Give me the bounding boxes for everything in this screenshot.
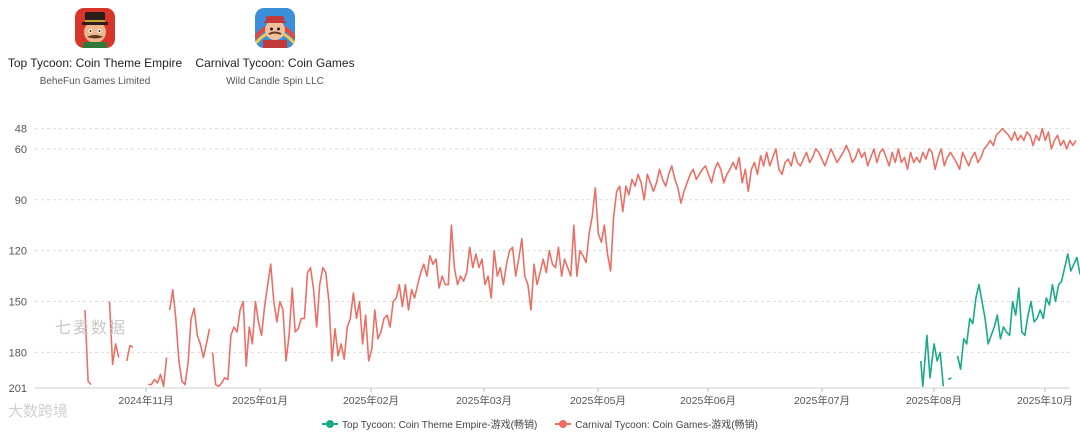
x-tick-label: 2025年01月 [232, 394, 288, 407]
legend-item-top-tycoon[interactable]: Top Tycoon: Coin Theme Empire-游戏(畅销) [322, 416, 537, 431]
app-card-carnival-tycoon[interactable]: Carnival Tycoon: Coin Games Wild Candle … [185, 8, 365, 87]
legend-label: Top Tycoon: Coin Theme Empire-游戏(畅销) [342, 420, 538, 431]
legend-marker-icon [555, 419, 572, 428]
x-tick-label: 2025年03月 [456, 394, 512, 407]
legend-item-carnival-tycoon[interactable]: Carnival Tycoon: Coin Games-游戏(畅销) [555, 416, 758, 431]
series-line-carnival-tycoon [108, 301, 120, 366]
series-line-top-tycoon [920, 334, 945, 388]
y-tick-label: 150 [9, 297, 27, 309]
x-tick-label: 2025年07月 [794, 394, 850, 407]
y-tick-label: 60 [15, 144, 27, 156]
x-tick-label: 2025年10月 [1017, 394, 1073, 407]
series-line-carnival-tycoon [126, 344, 134, 362]
y-tick-label: 48 [15, 124, 27, 136]
carnival-tycoon-app-icon [255, 8, 295, 48]
series-line-carnival-tycoon [148, 357, 168, 388]
rank-line-chart: 48 60 90 120 150 180 201 2024年11月 2025年01月 2025年0… [9, 124, 1080, 407]
x-tick-label: 2025年05月 [570, 394, 626, 407]
legend-marker-icon [322, 419, 339, 428]
x-tick-label: 2025年02月 [343, 394, 399, 407]
x-tick-label: 2025年06月 [680, 394, 736, 407]
legend-label: Carnival Tycoon: Coin Games-游戏(畅销) [575, 420, 758, 431]
app-card-top-tycoon[interactable]: Top Tycoon: Coin Theme Empire BeheFun Ga… [5, 8, 185, 87]
series-line-carnival-tycoon [211, 127, 1077, 388]
watermark: 七麦数据 [55, 318, 128, 337]
series-line-carnival-tycoon [168, 288, 211, 386]
app-developer: Wild Candle Spin LLC [226, 76, 324, 87]
app-name[interactable]: Carnival Tycoon: Coin Games [195, 56, 355, 70]
top-tycoon-app-icon [75, 8, 115, 48]
x-tick-label: 2024年11月 [118, 394, 173, 407]
series-line-top-tycoon [956, 253, 1080, 371]
chart-legend: Top Tycoon: Coin Theme Empire-游戏(畅销) Car… [0, 416, 1080, 431]
x-tick-label: 2025年08月 [906, 394, 962, 407]
y-tick-label: 120 [9, 246, 27, 258]
y-tick-label: 180 [9, 347, 27, 359]
y-tick-label: 201 [9, 383, 27, 395]
y-tick-label: 90 [15, 195, 27, 207]
app-name[interactable]: Top Tycoon: Coin Theme Empire [7, 56, 183, 70]
series-line-carnival-tycoon [84, 309, 92, 386]
series-line-top-tycoon [948, 377, 952, 381]
app-developer: BeheFun Games Limited [39, 76, 151, 87]
brand-watermark: 大数跨境 [8, 402, 69, 420]
